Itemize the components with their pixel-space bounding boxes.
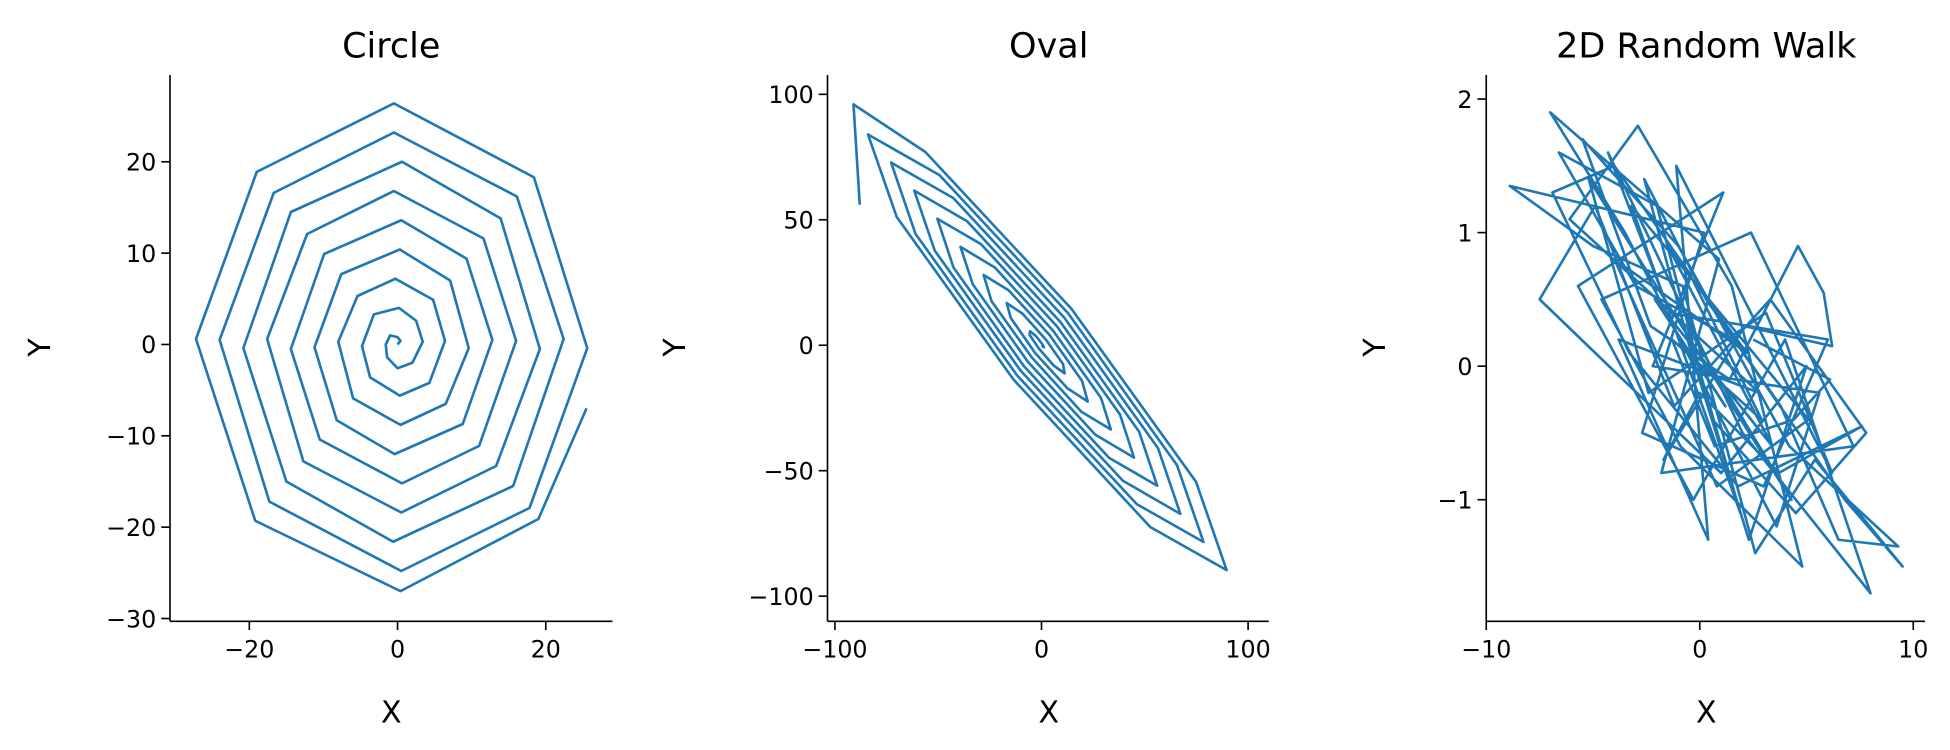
y-tick-label: 0 [799, 332, 814, 360]
x-axis-label: X [1038, 696, 1059, 731]
series-line [194, 102, 589, 593]
y-tick-label: 50 [784, 207, 814, 235]
y-tick-label: −10 [106, 423, 156, 451]
y-axis-label: Y [658, 338, 693, 358]
x-tick-label: 100 [1225, 636, 1270, 664]
y-tick-label: −30 [106, 605, 156, 633]
x-axis-label: X [381, 696, 402, 731]
y-tick-label: 0 [1457, 353, 1472, 381]
y-tick-label: 0 [141, 331, 156, 359]
chart-title: 2D Random Walk [1556, 27, 1857, 67]
x-axis-label: X [1696, 696, 1717, 731]
x-tick-label: 20 [531, 636, 561, 664]
y-tick-label: −20 [106, 514, 156, 542]
x-tick-label: −10 [1461, 636, 1511, 664]
y-tick-label: 20 [126, 149, 156, 177]
y-tick-label: 100 [768, 81, 813, 109]
x-tick-label: −100 [802, 636, 867, 664]
subplot-circle: Circle X Y −20 0 20 −30 −20 −10 0 10 20 [23, 27, 613, 731]
y-tick-label: 10 [126, 240, 156, 268]
subplot-oval: Oval X Y −100 0 100 −100 −50 0 50 100 [658, 27, 1271, 731]
y-tick-label: −50 [764, 457, 814, 485]
y-tick-label: 1 [1457, 219, 1472, 247]
series-line [1508, 111, 1904, 595]
y-axis-label: Y [23, 338, 58, 358]
x-tick-label: −20 [224, 636, 274, 664]
y-tick-label: −1 [1437, 486, 1472, 514]
chart-title: Circle [342, 27, 440, 67]
y-tick-label: −100 [749, 583, 814, 611]
y-tick-label: 2 [1457, 86, 1472, 114]
series-line [852, 103, 1228, 572]
x-tick-label: 0 [1692, 636, 1707, 664]
x-tick-label: 0 [1034, 636, 1049, 664]
chart-title: Oval [1009, 27, 1088, 67]
x-tick-label: 0 [390, 636, 405, 664]
x-tick-label: 10 [1898, 636, 1928, 664]
y-axis-label: Y [1358, 338, 1393, 358]
